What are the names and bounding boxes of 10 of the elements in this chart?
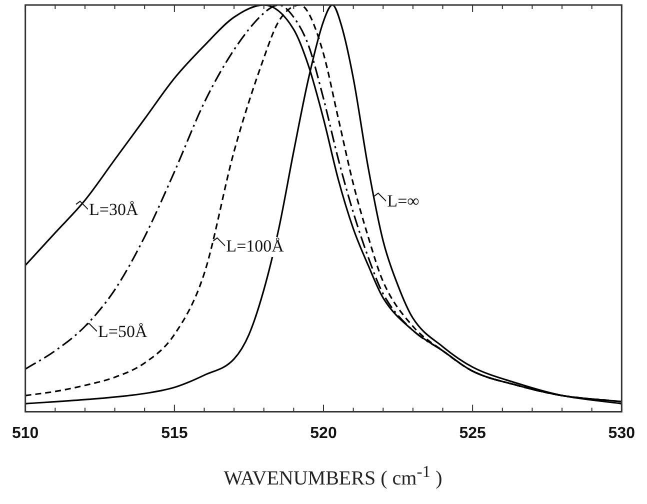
x-tick-label: 515 — [161, 424, 188, 442]
annotation: L=30Å — [89, 200, 140, 219]
x-tick-label: 520 — [310, 424, 337, 442]
annotation: L=100Å — [226, 236, 285, 256]
annotation: L=∞ — [387, 192, 420, 211]
x-tick-label: 510 — [12, 424, 39, 442]
annotation: L=50Å — [98, 322, 148, 341]
x-tick-label: 525 — [459, 424, 486, 442]
x-tick-label: 530 — [608, 424, 636, 442]
x-axis-title: WAVENUMBERS ( cm$^{-1}$ ) — [222, 462, 444, 491]
